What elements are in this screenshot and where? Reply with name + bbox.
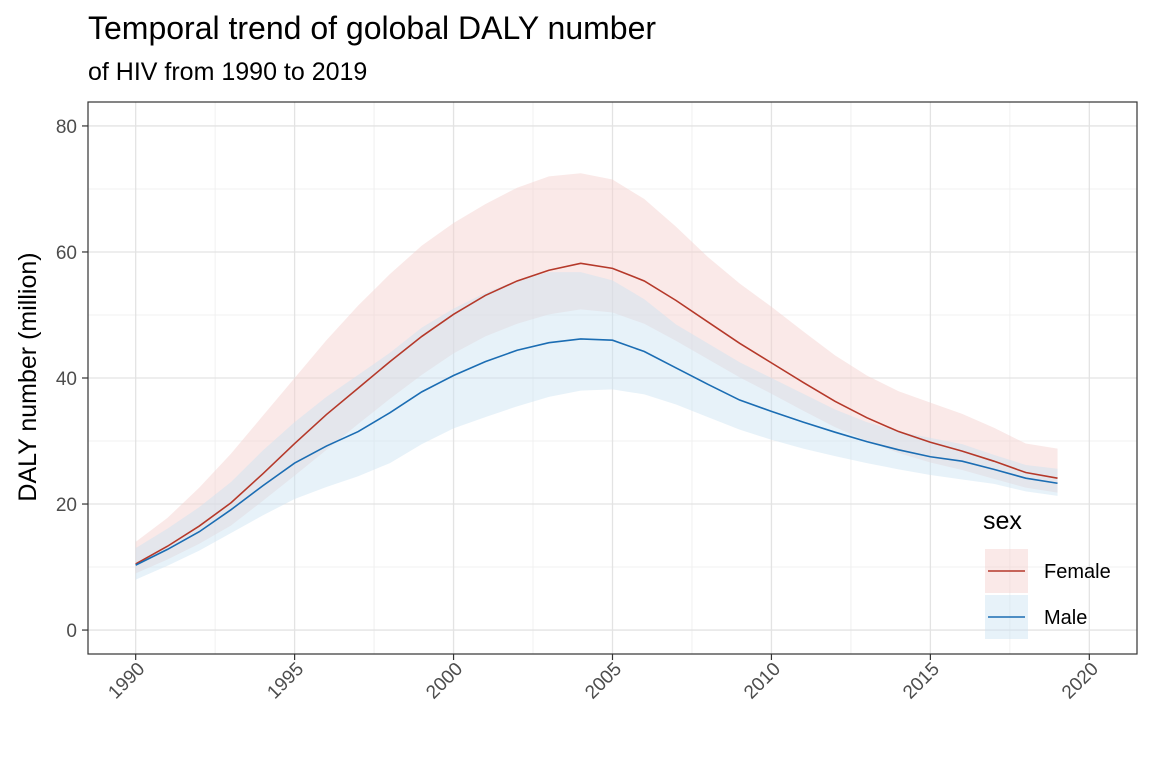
x-axis: 1990 1995 2000 2005 2010 2015 2020 xyxy=(104,654,1103,704)
y-tick-label: 20 xyxy=(56,495,77,516)
chart-title: Temporal trend of golobal DALY number xyxy=(88,10,656,46)
x-tick-label: 2000 xyxy=(422,659,467,704)
plot-panel xyxy=(87,101,1138,655)
y-tick-label: 40 xyxy=(56,369,77,390)
major-gridlines xyxy=(88,102,1137,654)
x-tick-label: 2005 xyxy=(581,659,626,704)
ribbon-female xyxy=(135,173,1058,574)
ribbon-male xyxy=(135,272,1058,580)
y-tick-label: 80 xyxy=(56,117,77,138)
chart-subtitle: of HIV from 1990 to 2019 xyxy=(88,58,367,86)
line-male xyxy=(135,338,1058,566)
legend-title: sex xyxy=(983,507,1022,535)
legend-label-male: Male xyxy=(1044,607,1087,629)
x-tick-label: 2015 xyxy=(899,659,944,704)
y-axis-title: DALY number (million) xyxy=(14,252,42,501)
x-tick-label: 2020 xyxy=(1058,659,1103,704)
x-tick-label: 1990 xyxy=(104,659,149,704)
y-tick-label: 0 xyxy=(66,621,77,642)
x-tick-label: 1995 xyxy=(263,659,308,704)
confidence-ribbons xyxy=(135,173,1058,580)
line-female xyxy=(135,262,1058,565)
series-lines xyxy=(135,262,1058,566)
y-axis: 0 20 40 60 80 xyxy=(56,117,88,642)
x-tick-label: 2010 xyxy=(740,659,785,704)
legend: sex Female Male xyxy=(983,507,1111,639)
legend-label-female: Female xyxy=(1044,561,1111,583)
y-tick-label: 60 xyxy=(56,243,77,264)
